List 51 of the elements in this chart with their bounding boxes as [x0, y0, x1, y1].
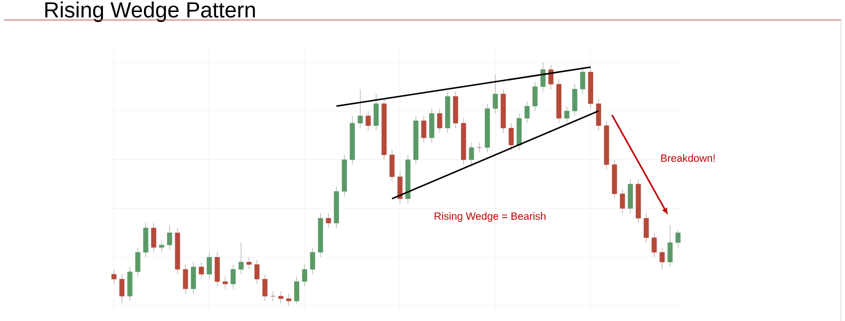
candlestick [222, 276, 228, 290]
candlestick [246, 256, 252, 270]
candlestick [254, 259, 260, 284]
annotation: Breakdown! [661, 154, 715, 162]
candlestick [397, 172, 403, 204]
candlestick [230, 264, 236, 290]
candlestick [182, 264, 188, 294]
candlestick [190, 262, 196, 294]
candlestick [492, 74, 498, 114]
candlestick [660, 247, 665, 270]
candlestick [119, 274, 124, 304]
candlestick [652, 232, 657, 258]
candlestick [294, 276, 300, 304]
candlestick [366, 110, 371, 131]
candlestick [421, 116, 426, 143]
candlestick [524, 100, 530, 124]
candlestick [159, 240, 164, 253]
candlestick [620, 188, 625, 214]
candlestick [374, 94, 379, 131]
candlestick [278, 290, 284, 304]
candlestick [532, 81, 538, 112]
candlestick [198, 262, 204, 280]
candlestick [644, 213, 649, 243]
candlestick [111, 269, 117, 284]
candlestick [508, 122, 514, 150]
candlestick [151, 222, 156, 253]
candlestick [596, 98, 602, 131]
candlestick [564, 106, 570, 124]
candlestick [580, 66, 586, 94]
annotation: Rising Wedge = Bearish [434, 212, 546, 222]
candlestick [238, 242, 244, 275]
candlestick [668, 225, 673, 268]
candlestick [302, 264, 308, 287]
candlestick [167, 225, 172, 250]
candlestick [206, 252, 212, 280]
candlestick [572, 84, 578, 116]
candlestick [286, 293, 292, 306]
candlestick [476, 142, 482, 153]
candlestick [135, 247, 140, 277]
candlestick [326, 213, 332, 228]
candlestick [270, 290, 276, 302]
candlestick [468, 142, 474, 165]
candlestick [437, 108, 442, 134]
candlestick [540, 62, 546, 92]
candlestick [389, 150, 395, 182]
chart-title: Rising Wedge Pattern [45, 2, 255, 22]
candlestick [262, 274, 268, 302]
candlestick [310, 247, 316, 275]
candlestick [675, 230, 681, 248]
candlestick [358, 88, 363, 128]
candlestick [548, 64, 554, 90]
